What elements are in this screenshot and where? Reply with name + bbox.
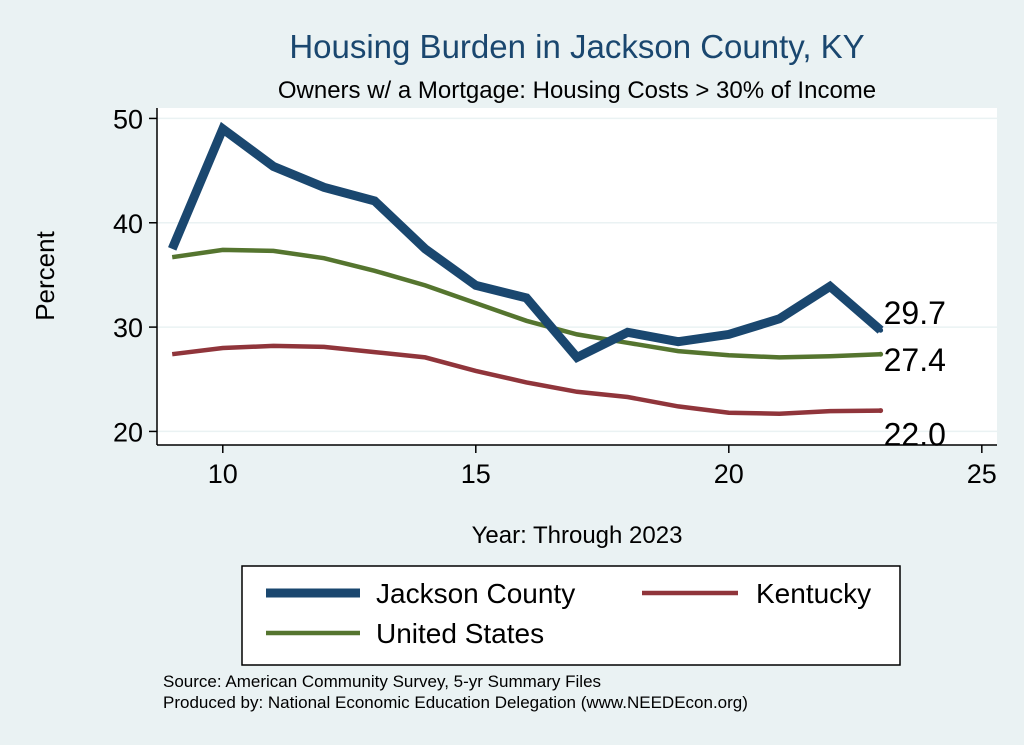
- axes: 20 30 40 50 10 15 20 25: [113, 104, 997, 489]
- end-label-kentucky: 22.0: [884, 417, 946, 453]
- x-tick-label-25: 25: [967, 459, 997, 489]
- series-line-united-states: [171, 247, 881, 360]
- y-tick-label-20: 20: [113, 417, 143, 447]
- x-axis-label: Year: Through 2023: [472, 522, 683, 549]
- legend: Jackson County Kentucky United States: [266, 578, 871, 649]
- chart-title: Housing Burden in Jackson County, KY: [289, 28, 864, 65]
- series-line-jackson-county: [168, 121, 884, 363]
- plot-area: [157, 108, 997, 445]
- x-tick-label-20: 20: [714, 459, 744, 489]
- end-point-jackson-county: [878, 327, 884, 333]
- grid: [157, 117, 997, 433]
- produced-by-note: Produced by: National Economic Education…: [163, 693, 748, 712]
- legend-label-kentucky: Kentucky: [756, 578, 871, 609]
- end-point-united-states: [878, 351, 884, 357]
- source-note: Source: American Community Survey, 5-yr …: [163, 672, 601, 691]
- y-tick-label-30: 30: [113, 313, 143, 343]
- end-labels: 29.7 22.0 27.4: [884, 295, 946, 452]
- x-tick-label-10: 10: [208, 459, 238, 489]
- series-line-kentucky: [171, 343, 881, 416]
- chart-subtitle: Owners w/ a Mortgage: Housing Costs > 30…: [278, 77, 876, 104]
- y-axis-label: Percent: [30, 230, 60, 320]
- y-tick-label-50: 50: [113, 104, 143, 134]
- series-layer: [168, 121, 884, 416]
- end-point-kentucky: [878, 408, 884, 414]
- legend-label-jackson-county: Jackson County: [376, 578, 575, 609]
- legend-box: [241, 565, 901, 666]
- end-label-jackson-county: 29.7: [884, 295, 946, 331]
- end-label-united-states: 27.4: [884, 342, 946, 378]
- x-tick-label-15: 15: [461, 459, 491, 489]
- y-tick-label-40: 40: [113, 209, 143, 239]
- legend-label-united-states: United States: [376, 618, 544, 649]
